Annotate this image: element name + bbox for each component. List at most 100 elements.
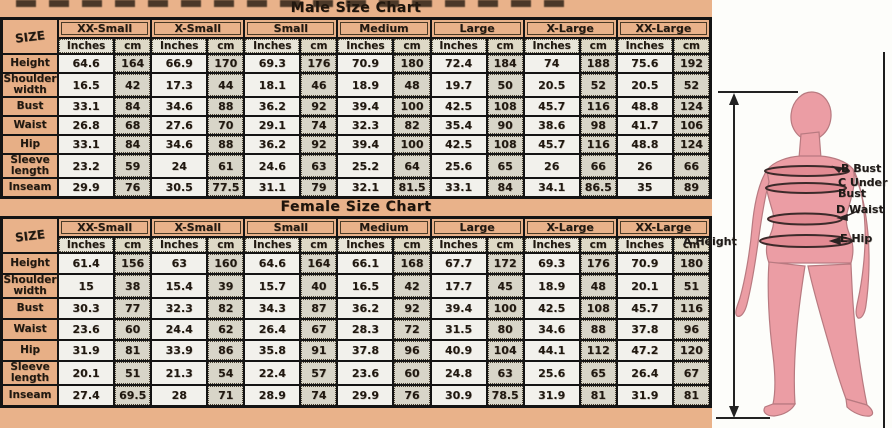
- size-column-header: XX-Large: [617, 219, 709, 236]
- inches-value-cell: 18.9: [524, 275, 579, 297]
- female-size-table: SIZE XX-Small X-Small Small Medium Large X-Lar…: [0, 216, 712, 408]
- cm-value-cell: 42: [394, 275, 430, 297]
- cm-value-cell: 112: [580, 341, 616, 360]
- cm-value-cell: 77.5: [208, 179, 244, 196]
- size-column-header: Large: [431, 219, 523, 236]
- inches-unit-header: Inches: [152, 238, 207, 252]
- size-column-header: X-Large: [524, 20, 616, 37]
- cm-unit-header: cm: [394, 39, 430, 53]
- inches-value-cell: 64.6: [245, 254, 300, 273]
- cm-value-cell: 84: [115, 136, 151, 153]
- inches-value-cell: 37.8: [617, 320, 672, 339]
- cm-value-cell: 124: [673, 98, 709, 115]
- cm-value-cell: 57: [301, 362, 337, 384]
- cm-value-cell: 61: [208, 155, 244, 177]
- size-column-header: XX-Large: [617, 20, 709, 37]
- cm-value-cell: 39: [208, 275, 244, 297]
- measurement-row: Hip 33.1 84 34.6 88 36.2 92 39.4 100 42.5 108 45.7 1…: [3, 136, 709, 153]
- inches-value-cell: 20.1: [617, 275, 672, 297]
- cm-unit-header: cm: [580, 39, 616, 53]
- cm-value-cell: 86: [208, 341, 244, 360]
- inches-unit-header: Inches: [431, 39, 486, 53]
- cm-value-cell: 38: [115, 275, 151, 297]
- inches-value-cell: 70.9: [617, 254, 672, 273]
- cm-value-cell: 100: [394, 98, 430, 115]
- inches-value-cell: 39.4: [431, 299, 486, 318]
- inches-unit-header: Inches: [524, 39, 579, 53]
- measurement-row: Waist 23.6 60 24.4 62 26.4 67 28.3 72 31.5 80 34.6 8…: [3, 320, 709, 339]
- body-measurement-panel: [712, 0, 892, 428]
- inches-value-cell: 26.8: [59, 117, 114, 134]
- inches-value-cell: 47.2: [617, 341, 672, 360]
- inches-value-cell: 24.4: [152, 320, 207, 339]
- cm-value-cell: 68: [115, 117, 151, 134]
- inches-value-cell: 30.3: [59, 299, 114, 318]
- body-figure-illustration: [716, 91, 874, 419]
- cm-unit-header: cm: [115, 238, 151, 252]
- male-size-table: SIZE XX-Small X-Small Small Medium Large X-Lar…: [0, 17, 712, 199]
- cm-value-cell: 48: [394, 74, 430, 96]
- inches-unit-header: Inches: [338, 238, 393, 252]
- body-silhouette: [735, 91, 874, 417]
- scan-edge-line: [883, 52, 885, 428]
- inches-value-cell: 39.4: [338, 136, 393, 153]
- size-column-header: Small: [245, 219, 337, 236]
- inches-unit-header: Inches: [245, 39, 300, 53]
- inches-value-cell: 28.9: [245, 386, 300, 405]
- size-corner-header: SIZE: [3, 20, 58, 53]
- size-column-header: Medium: [338, 20, 430, 37]
- inches-value-cell: 35.4: [431, 117, 486, 134]
- inches-unit-header: Inches: [245, 238, 300, 252]
- cropped-text-strip: [16, 0, 564, 7]
- inches-value-cell: 41.7: [617, 117, 672, 134]
- size-column-header: X-Small: [152, 20, 244, 37]
- cm-value-cell: 164: [301, 254, 337, 273]
- inches-value-cell: 72.4: [431, 55, 486, 72]
- height-label: A Height: [683, 235, 737, 248]
- cm-unit-header: cm: [673, 238, 709, 252]
- cm-value-cell: 96: [673, 320, 709, 339]
- cm-value-cell: 65: [580, 362, 616, 384]
- unit-header-row: Inches cm Inches cm Inches cm Inches cm Inches cm…: [3, 39, 709, 53]
- cm-value-cell: 192: [673, 55, 709, 72]
- measurement-row: Inseam 29.9 76 30.5 77.5 31.1 79 32.1 81.5 33.1 84…: [3, 179, 709, 196]
- inches-value-cell: 42.5: [431, 98, 486, 115]
- cm-value-cell: 74: [301, 117, 337, 134]
- cm-unit-header: cm: [301, 238, 337, 252]
- cm-value-cell: 63: [301, 155, 337, 177]
- cm-value-cell: 72: [394, 320, 430, 339]
- cm-value-cell: 67: [301, 320, 337, 339]
- inches-value-cell: 31.9: [617, 386, 672, 405]
- cm-value-cell: 81: [115, 341, 151, 360]
- measurement-row: Hip 31.9 81 33.9 86 35.8 91 37.8 96 40.9 104 44.1 11…: [3, 341, 709, 360]
- measurement-label: Hip: [3, 341, 58, 360]
- inches-value-cell: 20.5: [524, 74, 579, 96]
- inches-value-cell: 24: [152, 155, 207, 177]
- cm-value-cell: 81: [673, 386, 709, 405]
- cm-value-cell: 64: [394, 155, 430, 177]
- male-size-chart: Male Size Chart SIZE XX-Small X-Small Small…: [0, 0, 712, 199]
- inches-value-cell: 75.6: [617, 55, 672, 72]
- inches-value-cell: 66.9: [152, 55, 207, 72]
- inches-value-cell: 36.2: [338, 299, 393, 318]
- measurement-row: Sleeve length 20.1 51 21.3 54 22.4 57 23.6 60 24.…: [3, 362, 709, 384]
- band-pointer-arrows: [828, 165, 861, 246]
- inches-value-cell: 29.9: [338, 386, 393, 405]
- cm-value-cell: 81.5: [394, 179, 430, 196]
- measurement-label: Waist: [3, 320, 58, 339]
- cm-value-cell: 40: [301, 275, 337, 297]
- inches-value-cell: 45.7: [524, 136, 579, 153]
- inches-value-cell: 20.5: [617, 74, 672, 96]
- cm-value-cell: 180: [673, 254, 709, 273]
- inches-value-cell: 70.9: [338, 55, 393, 72]
- inches-unit-header: Inches: [59, 39, 114, 53]
- cm-value-cell: 164: [115, 55, 151, 72]
- size-column-header: X-Large: [524, 219, 616, 236]
- inches-value-cell: 28: [152, 386, 207, 405]
- size-column-header: Small: [245, 20, 337, 37]
- cm-value-cell: 62: [208, 320, 244, 339]
- measurement-row: Height 61.4 156 63 160 64.6 164 66.1 168 67.7 172 6…: [3, 254, 709, 273]
- inches-value-cell: 31.1: [245, 179, 300, 196]
- cm-value-cell: 86.5: [580, 179, 616, 196]
- cm-value-cell: 82: [394, 117, 430, 134]
